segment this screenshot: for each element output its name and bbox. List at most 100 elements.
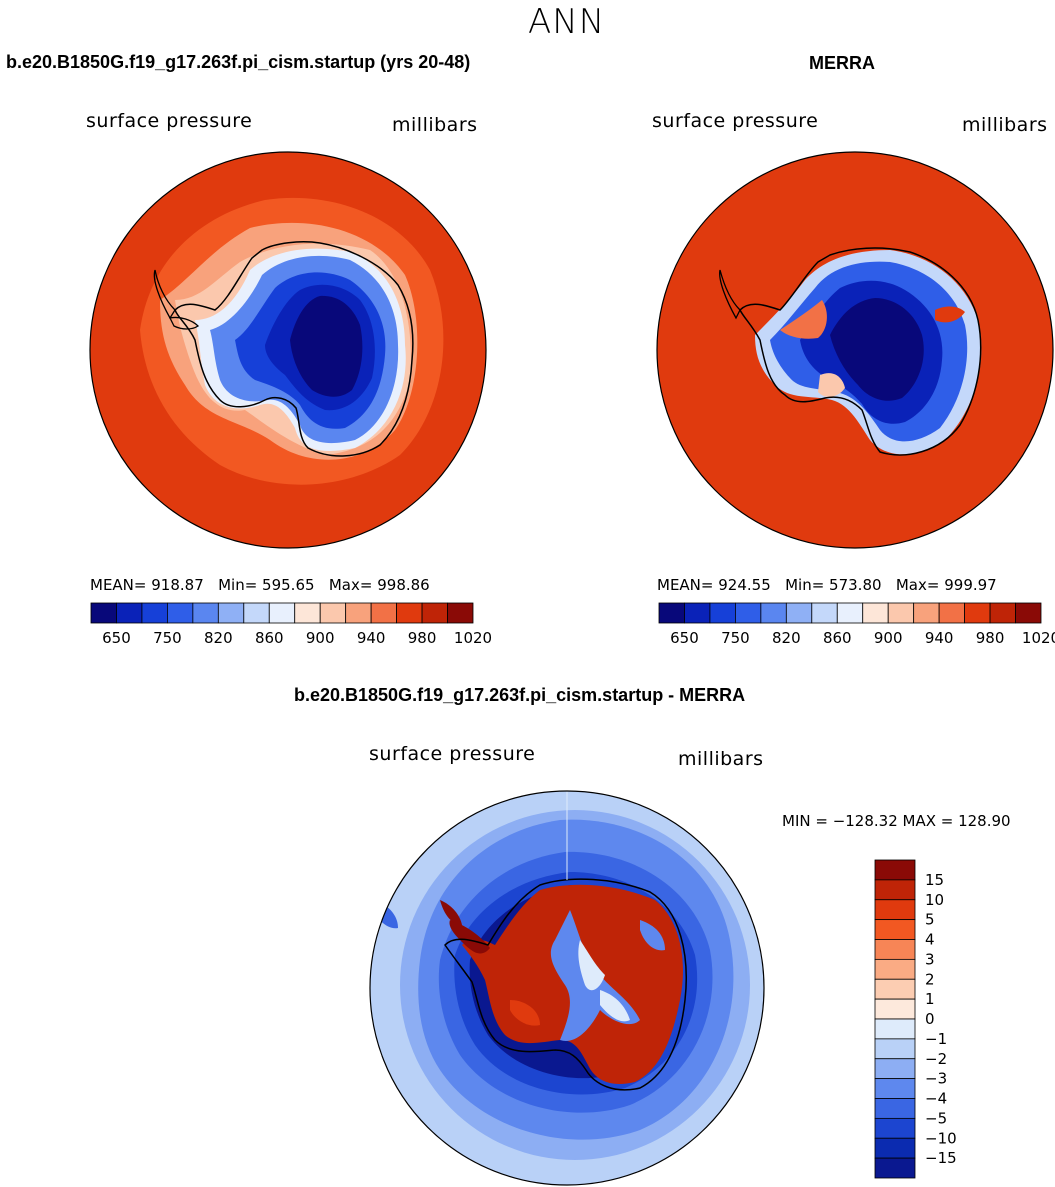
panel2-colorbar-swatch [887,602,915,624]
panel2-colorbar-swatch [938,602,966,624]
panel3-colorbar-swatch [874,1137,916,1159]
panel1-units: millibars [392,114,478,136]
panel2-colorbar-swatch [1015,602,1042,624]
panel3-colorbar-swatch [874,859,916,881]
page-title: ANN [528,2,606,42]
panel1-colorbar-swatch [90,602,117,624]
panel1-colorbar-tick-label: 650 [102,629,131,647]
panel3-colorbar-swatch [874,1117,916,1139]
panel3-range: MIN = −128.32 MAX = 128.90 [782,812,1011,830]
panel1-colorbar-swatch [370,602,397,624]
panel2-max: 999.97 [944,576,997,594]
panel3-colorbar-tick-label: −15 [925,1149,957,1167]
panel1-colorbar: 650 750 820 860 900 940 980 1020 [90,602,492,647]
panel2-colorbar-swatch [658,602,685,624]
panel3-colorbar-tick-label: −1 [925,1030,947,1048]
panel3-colorbar-swatch [874,879,916,901]
panel2-map-border [656,151,1054,549]
panel2-colorbar-swatch [913,602,940,624]
panel3-units: millibars [678,748,764,770]
panel2-colorbar-swatch [785,602,813,624]
panel1-colorbar-swatch [192,602,219,624]
panel1-min: 595.65 [262,576,315,594]
panel1-colorbar-tick-label: 1020 [454,629,492,647]
panel1-colorbar-swatch [294,602,321,624]
panel2-mean: 924.55 [718,576,771,594]
panel2-title: MERRA [809,53,875,73]
panel1-colorbar-tick-label: 980 [408,629,437,647]
panel2-mean-label: MEAN= [657,576,714,594]
panel3-colorbar-tick-label: 0 [925,1010,935,1028]
panel3-colorbar-swatch [874,998,916,1020]
panel1-colorbar-swatch [116,602,143,624]
panel3-colorbar-swatch [874,919,916,940]
panel2-colorbar-tick-label: 900 [874,629,903,647]
panel1-map-border [89,151,487,549]
panel1-colorbar-swatch [268,602,296,624]
panel2-colorbar: 650 750 820 860 900 940 980 1020 [658,602,1055,647]
panel2-min-label: Min= [785,576,825,594]
panel3-colorbar-swatch [874,939,916,960]
panel2-min: 573.80 [829,576,882,594]
panel2-variable: surface pressure [652,110,819,132]
panel3-colorbar-swatch [874,1058,916,1080]
panel3-colorbar-swatch [874,958,916,980]
panel1-map [90,152,486,548]
panel3-colorbar-tick-label: 10 [925,891,944,909]
panel1-max-label: Max= [328,576,373,594]
panel2-colorbar-swatch [964,602,991,624]
panel3-colorbar-tick-label: 15 [925,871,944,889]
panel2-colorbar-tick-label: 820 [772,629,801,647]
panel3-colorbar-tick-label: −4 [925,1090,947,1108]
panel3-colorbar-tick-label: 3 [925,950,935,968]
panel3-colorbar-tick-label: 4 [925,931,935,949]
panel1-colorbar-swatch [141,602,168,624]
panel2-colorbar-tick-label: 750 [721,629,750,647]
panel1-colorbar-tick-label: 900 [306,629,335,647]
panel1-colorbar-swatch [319,602,347,624]
panel3-colorbar-tick-label: −5 [925,1109,947,1127]
panel3-colorbar-swatch [874,899,916,921]
panel1-colorbar-tick-label: 750 [153,629,182,647]
panel3-colorbar-tick-label: 5 [925,911,935,929]
panel2-stats: MEAN= 924.55 Min= 573.80 Max= 999.97 [657,576,997,594]
panel1-mean: 918.87 [151,576,204,594]
panel2-colorbar-swatch [735,602,762,624]
panel1-title: b.e20.B1850G.f19_g17.263f.pi_cism.startu… [6,52,471,72]
panel3-colorbar-swatch [874,1078,916,1099]
panel1-max: 998.86 [377,576,430,594]
panel1-colorbar-tick-label: 820 [204,629,233,647]
panel1-colorbar-swatch [421,602,448,624]
panel1-colorbar-swatch [243,602,270,624]
panel1-colorbar-swatch [447,602,474,624]
panel1-colorbar-tick-label: 860 [255,629,284,647]
panel2-colorbar-swatch [989,602,1016,624]
panel1-mean-label: MEAN= [90,576,147,594]
panel3-map-border [369,790,765,1186]
panel2-colorbar-swatch [684,602,711,624]
panel3-colorbar-swatch [874,978,916,1000]
panel3-colorbar-swatch [874,1098,916,1119]
panel3-variable: surface pressure [369,743,536,765]
panel3-colorbar-tick-label: −10 [925,1129,957,1147]
panel3-map [370,791,764,1185]
panel2-colorbar-tick-label: 860 [823,629,852,647]
panel3-colorbar-tick-label: 1 [925,990,935,1008]
panel2-colorbar-tick-label: 650 [670,629,699,647]
panel3-colorbar-tick-label: −2 [925,1050,947,1068]
panel2-max-label: Max= [895,576,940,594]
panel1-stats: MEAN= 918.87 Min= 595.65 Max= 998.86 [90,576,430,594]
panel2-colorbar-swatch [811,602,838,624]
panel1-colorbar-tick-label: 940 [357,629,386,647]
panel2-colorbar-tick-label: 1020 [1022,629,1055,647]
panel2-colorbar-swatch [709,602,736,624]
panel3-colorbar-tick-label: −3 [925,1070,947,1088]
panel2-colorbar-swatch [836,602,864,624]
panel3-title: b.e20.B1850G.f19_g17.263f.pi_cism.startu… [294,685,746,705]
panel1-min-label: Min= [218,576,258,594]
panel1-colorbar-swatch [396,602,423,624]
panel2-colorbar-swatch [862,602,889,624]
panel3-colorbar-swatch [874,1157,916,1179]
